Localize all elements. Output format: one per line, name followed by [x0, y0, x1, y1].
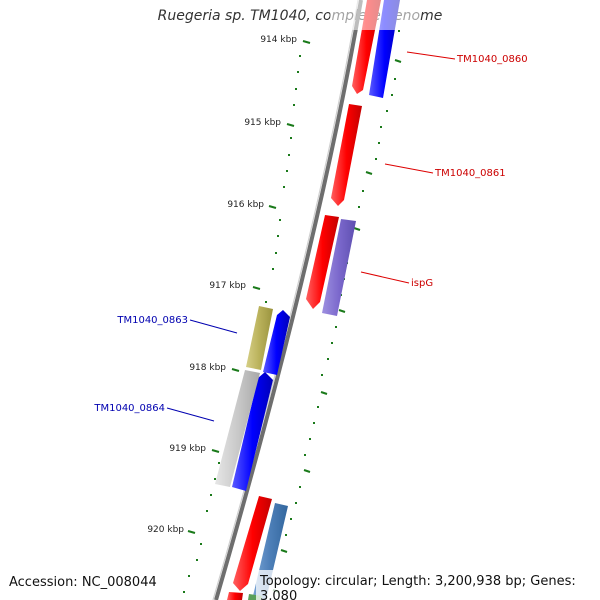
feature-label[interactable]: TM1040_0860: [456, 54, 528, 65]
ispg-hit-block[interactable]: [322, 219, 356, 316]
feature-label[interactable]: TM1040_0863: [116, 315, 188, 326]
genome-backbone: [214, 0, 363, 600]
kbp-labels: 914 kbp 915 kbp 916 kbp 917 kbp 918 kbp …: [147, 35, 297, 535]
cds-reverse[interactable]: [232, 372, 273, 491]
kbp-label: 917 kbp: [209, 281, 246, 291]
cds-forward[interactable]: [227, 592, 243, 600]
kbp-label: 915 kbp: [244, 118, 281, 128]
cds-forward[interactable]: [331, 104, 362, 206]
genome-stats-text: Topology: circular; Length: 3,200,938 bp…: [256, 570, 600, 600]
kbp-label: 916 kbp: [227, 200, 264, 210]
cds-reverse[interactable]: [263, 310, 290, 375]
kbp-tick-marks: [187, 40, 311, 534]
feature-label[interactable]: TM1040_0861: [434, 168, 506, 179]
cds-forward[interactable]: [306, 215, 339, 309]
kbp-label: 919 kbp: [169, 444, 206, 454]
feature-label[interactable]: ispG: [411, 278, 433, 289]
kbp-label: 918 kbp: [189, 363, 226, 373]
label-leaders: [166, 51, 456, 422]
feature-label[interactable]: TM1040_0864: [93, 403, 165, 414]
reverse-cds-track: [232, 0, 400, 491]
forward-cds-track: [227, 0, 381, 600]
title-backdrop: [330, 0, 420, 30]
right-skew-track: [285, 30, 400, 536]
kbp-label: 920 kbp: [147, 525, 184, 535]
kbp-label: 914 kbp: [260, 35, 297, 45]
gc-olive-block[interactable]: [246, 306, 273, 370]
feature-labels: TM1040_0860 TM1040_0861 ispG TM1040_0863…: [93, 54, 527, 414]
gc-gray-block[interactable]: [215, 370, 260, 487]
accession-text: Accession: NC_008044: [9, 575, 157, 590]
cds-forward[interactable]: [233, 496, 272, 591]
blast-hit-track: [215, 219, 356, 600]
